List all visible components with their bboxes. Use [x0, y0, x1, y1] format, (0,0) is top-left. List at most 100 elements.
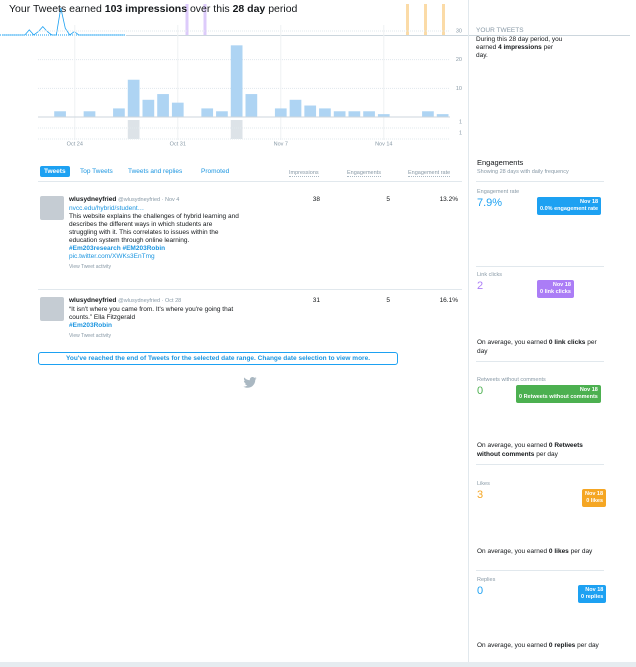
tooltip-text: 0.0% engagement rate	[540, 206, 599, 212]
tab[interactable]: Tweets	[40, 166, 70, 177]
tweet-name: wlusydneyfried	[69, 297, 117, 304]
bar	[348, 111, 361, 117]
bar	[289, 99, 302, 117]
tweet-text: counts.” Ella Fitzgerald	[69, 314, 136, 321]
tweet-link[interactable]: #Em203Robin	[69, 322, 112, 329]
column-header[interactable]: Engagements	[347, 170, 381, 177]
tooltip-date: Nov 18	[585, 491, 604, 497]
average-text: On average, you earned 0 Retweets withou…	[477, 441, 605, 459]
bird-icon	[243, 377, 257, 388]
average-pre: On average, you earned	[477, 548, 548, 555]
average-text: On average, you earned 0 likes per day	[477, 547, 605, 556]
tab[interactable]: Promoted	[201, 168, 230, 175]
bar	[54, 111, 66, 117]
end-banner[interactable]: You've reached the end of Tweets for the…	[38, 352, 398, 365]
tooltip-date: Nov 18	[552, 282, 571, 288]
x-tick-label: Oct 24	[67, 141, 83, 147]
x-tick-label: Oct 31	[170, 141, 186, 147]
avatar[interactable]	[40, 297, 64, 321]
average-post: per day	[536, 451, 558, 458]
divider	[476, 464, 604, 465]
divider	[476, 181, 604, 182]
average-text: On average, you earned 0 replies per day	[477, 641, 605, 650]
summary-post: per day.	[476, 44, 553, 59]
header-text: Your Tweets earned	[9, 3, 102, 15]
bar	[304, 105, 317, 117]
tweet-link[interactable]: nvcc.edu/hybrid/student…	[69, 205, 145, 212]
tooltip-text: 0 likes	[586, 498, 604, 504]
mini-chart	[126, 4, 252, 36]
tweet-text: describes the different ways in which st…	[69, 221, 213, 228]
engagements: 5	[386, 196, 390, 203]
average-pre: On average, you earned	[477, 442, 548, 449]
tweet-name: wlusydneyfried	[69, 196, 117, 203]
engagement-bar	[230, 120, 243, 139]
x-tick-label: Nov 7	[274, 141, 288, 147]
tooltip: Nov 18 0 link clicks	[537, 280, 574, 298]
tab[interactable]: Top Tweets	[80, 168, 113, 175]
tweet-text: struggling with it. This correlates to i…	[69, 229, 219, 236]
bar	[274, 108, 287, 117]
tweet-activity[interactable]: View Tweet activity	[69, 264, 112, 270]
tweet-header: wlusydneyfried @wlusydneyfried · Nov 4	[69, 196, 179, 203]
tooltip: Nov 18 0 replies	[578, 585, 607, 603]
bar	[436, 114, 449, 117]
bar	[201, 108, 214, 117]
tooltip-date: Nov 18	[580, 199, 599, 205]
x-tick-label: Nov 14	[375, 141, 392, 147]
header-text: over this	[189, 3, 230, 15]
bar	[230, 45, 243, 118]
header: Your Tweets earned 103 impressions over …	[9, 3, 297, 15]
average-text: On average, you earned 0 link clicks per…	[477, 338, 605, 356]
card-value: 3	[477, 489, 484, 501]
impressions-chart: 10 20 30 Oct 24 Oct 31 Nov 7 Nov 14 1 1	[38, 25, 462, 147]
mini-chart	[252, 35, 378, 36]
tooltip-text: 0 Retweets without comments	[519, 394, 598, 400]
strip-tick-label: 1	[459, 130, 462, 136]
tweet-activity[interactable]: View Tweet activity	[69, 333, 112, 339]
bar	[203, 4, 207, 35]
bar	[216, 111, 228, 117]
card-label: Engagement rate	[477, 189, 520, 195]
tweet-link[interactable]: #Em203research #EM203Robin	[69, 245, 166, 252]
tooltip: Nov 18 0 likes	[582, 489, 607, 507]
y-tick-label: 20	[456, 57, 462, 63]
divider	[476, 266, 604, 267]
avatar[interactable]	[40, 196, 64, 220]
average-bold: 0 link clicks	[548, 339, 586, 346]
y-tick-label: 10	[456, 86, 462, 92]
bar	[127, 79, 140, 117]
tweet-link[interactable]: pic.twitter.com/XWKs3EnTmg	[69, 253, 155, 260]
tooltip-date: Nov 18	[585, 587, 604, 593]
divider	[476, 570, 604, 571]
column-header[interactable]: Impressions	[289, 170, 319, 177]
tweet-header: wlusydneyfried @wlusydneyfried · Oct 28	[69, 297, 181, 304]
summary-text: During this 28 day period, you earned 4 …	[476, 36, 566, 60]
summary-bold: 4 impressions	[498, 44, 542, 51]
tweet-text: This website explains the challenges of …	[69, 213, 239, 220]
tooltip: Nov 18 0.0% engagement rate	[537, 197, 602, 215]
summary-title: YOUR TWEETS	[476, 27, 524, 34]
card-label: Likes	[477, 481, 490, 487]
column-header[interactable]: Engagement rate	[408, 170, 451, 177]
header-days: 28 day	[232, 3, 266, 15]
bar	[185, 4, 189, 35]
tab[interactable]: Tweets and replies	[128, 168, 183, 175]
header-impressions: 103 impressions	[104, 3, 188, 15]
average-bold: 0 Retweets without comments	[477, 442, 583, 458]
footer-band	[0, 662, 636, 667]
bar	[171, 102, 184, 117]
bar	[422, 111, 434, 117]
engagements-subtitle: Showing 28 days with daily frequency	[477, 169, 569, 175]
tweet-text: “It isn't where you came from. It's wher…	[69, 306, 234, 313]
y-tick-label: 30	[456, 28, 462, 34]
bar	[333, 111, 346, 117]
engagement-rate: 16.1%	[439, 297, 458, 304]
average-pre: On average, you earned	[477, 339, 548, 346]
summary-pre: During this 28 day period, you earned	[476, 36, 563, 51]
engagement-rate: 13.2%	[439, 196, 458, 203]
impressions: 38	[312, 196, 320, 203]
average-bold: 0 replies	[548, 642, 576, 649]
